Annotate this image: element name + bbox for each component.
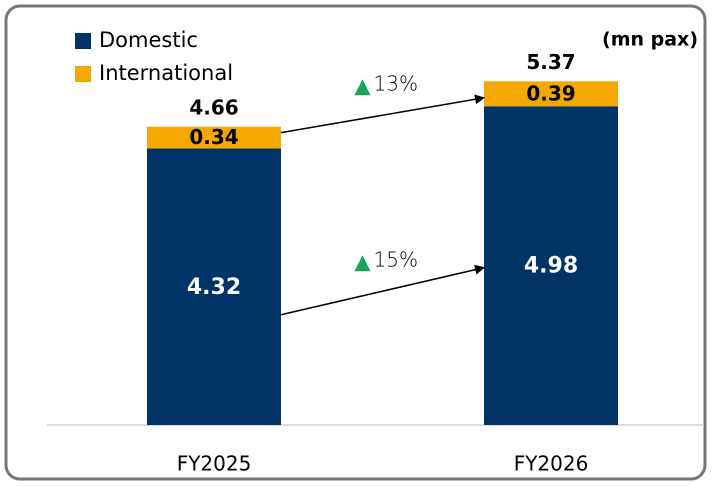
bar-segment — [484, 106, 618, 425]
legend-swatch — [75, 33, 91, 49]
total-label: 5.37 — [526, 50, 575, 74]
legend-label: Domestic — [99, 28, 198, 52]
bar-segment — [147, 126, 281, 149]
growth-label: 15% — [374, 248, 418, 272]
data-label: 4.32 — [187, 275, 241, 300]
unit-label: (mn pax) — [602, 29, 698, 51]
legend-label: International — [99, 61, 233, 85]
data-label: 0.34 — [189, 125, 238, 149]
legend-swatch — [75, 66, 91, 82]
growth-arrow — [280, 94, 485, 134]
growth-marker — [354, 79, 371, 96]
total-label: 4.66 — [189, 95, 238, 119]
data-label: 4.98 — [524, 254, 578, 279]
growth-marker — [354, 255, 371, 272]
data-label: 0.39 — [526, 81, 575, 105]
growth-label: 13% — [374, 72, 418, 96]
x-tick-label: FY2026 — [514, 452, 589, 476]
x-tick-label: FY2025 — [177, 452, 252, 476]
bar-segment — [147, 148, 281, 425]
growth-arrow — [280, 264, 485, 316]
bar-segment — [484, 81, 618, 107]
